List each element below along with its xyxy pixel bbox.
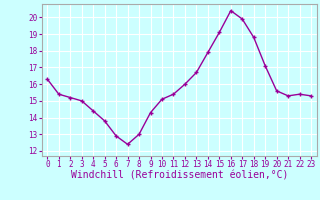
X-axis label: Windchill (Refroidissement éolien,°C): Windchill (Refroidissement éolien,°C) xyxy=(70,171,288,181)
